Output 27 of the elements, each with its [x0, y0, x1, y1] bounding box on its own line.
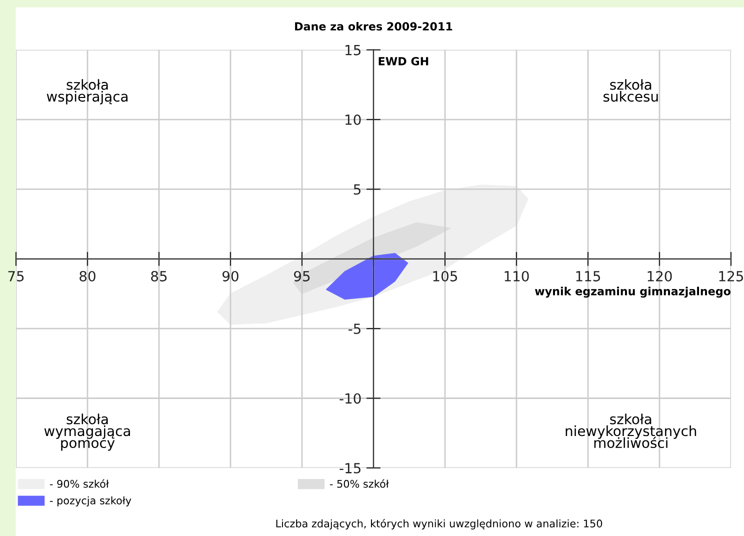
y-tick-label: -15 [340, 463, 360, 474]
x-tick-label: 80 [80, 270, 96, 282]
legend-label: - 90% szkół [50, 479, 109, 488]
x-tick-label: 95 [294, 270, 310, 282]
y-tick-label: 10 [346, 114, 361, 125]
x-tick-label: 90 [222, 270, 238, 282]
x-tick-label: 85 [151, 270, 167, 282]
y-tick-label: 15 [346, 45, 360, 56]
annotation: szkoła sukcesu [603, 79, 658, 102]
annotation: szkoła niewykorzystanych możliwości [566, 414, 696, 448]
x-tick-label: 75 [8, 271, 24, 282]
y-tick-label: -5 [348, 324, 360, 334]
legend-label: - pozycja szkoły [50, 496, 132, 506]
x-tick-label: 110 [504, 270, 529, 282]
annotation: szkoła wymagająca pomocy [44, 414, 130, 451]
x-axis-title: wynik egzaminu gimnazjalnego [534, 286, 730, 298]
y-tick-label: 5 [354, 184, 360, 195]
y-tick-label: -10 [340, 393, 361, 404]
x-tick-label: 115 [576, 271, 600, 282]
text: Liczba zdających, których wyniki uwzględniono w analizie: 150 [276, 518, 602, 530]
legend-label: - 50% szkół [330, 479, 389, 488]
chart-title: Dane za okres 2009-2011 [295, 22, 452, 31]
x-tick-label: 105 [433, 270, 458, 282]
annotation: szkoła wspierająca [46, 79, 128, 104]
x-tick-label: 125 [719, 270, 744, 282]
y-axis-title: EWD GH [378, 57, 428, 66]
x-tick-label: 120 [648, 270, 672, 282]
